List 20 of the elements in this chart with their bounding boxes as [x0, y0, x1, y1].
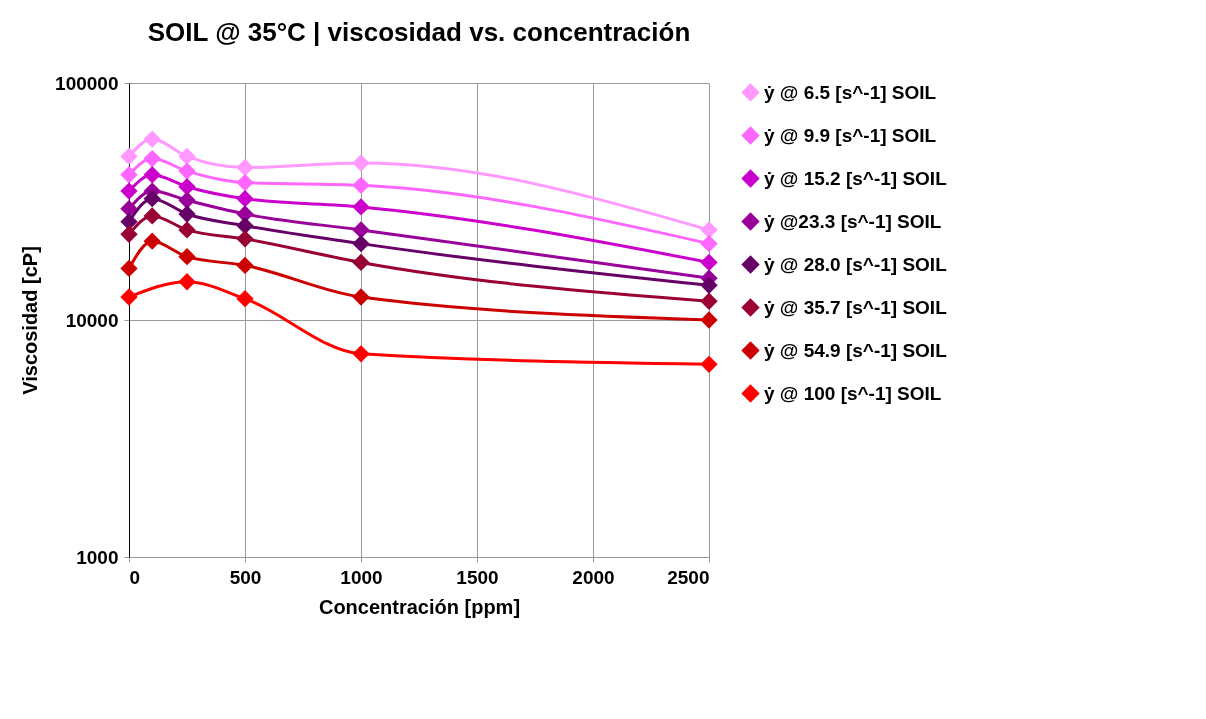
- legend-label: ẏ @23.3 [s^-1] SOIL: [764, 210, 942, 232]
- y-tick-label: 100000: [55, 72, 119, 94]
- y-tick-label: 1000: [76, 546, 119, 568]
- y-axis-title: Viscosidad [cP]: [19, 246, 42, 395]
- legend-label: ẏ @ 15.2 [s^-1] SOIL: [764, 167, 948, 189]
- legend-label: ẏ @ 100 [s^-1] SOIL: [764, 382, 942, 404]
- legend-label: ẏ @ 6.5 [s^-1] SOIL: [764, 81, 937, 103]
- x-tick-label: 2500: [667, 566, 710, 588]
- legend-label: ẏ @ 54.9 [s^-1] SOIL: [764, 339, 948, 361]
- x-tick-label: 0: [129, 566, 141, 588]
- x-axis-title: Concentración [ppm]: [318, 595, 521, 618]
- chart-title: SOIL @ 35°C | viscosidad vs. concentración: [147, 17, 691, 47]
- legend-label: ẏ @ 35.7 [s^-1] SOIL: [764, 296, 948, 318]
- x-tick-label: 1500: [456, 566, 499, 588]
- y-tick-label: 10000: [65, 309, 119, 331]
- legend-label: ẏ @ 9.9 [s^-1] SOIL: [764, 124, 937, 146]
- x-tick-label: 2000: [572, 566, 615, 588]
- legend-label: ẏ @ 28.0 [s^-1] SOIL: [764, 253, 948, 275]
- x-tick-label: 500: [229, 566, 262, 588]
- x-tick-label: 1000: [340, 566, 383, 588]
